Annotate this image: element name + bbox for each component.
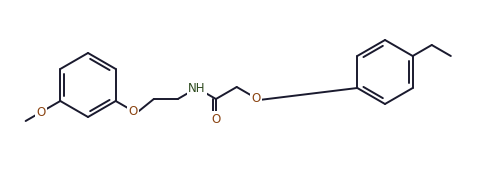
Text: NH: NH <box>188 82 205 94</box>
Text: O: O <box>36 105 46 118</box>
Text: O: O <box>211 112 220 125</box>
Text: O: O <box>128 105 137 118</box>
Text: O: O <box>251 91 260 105</box>
